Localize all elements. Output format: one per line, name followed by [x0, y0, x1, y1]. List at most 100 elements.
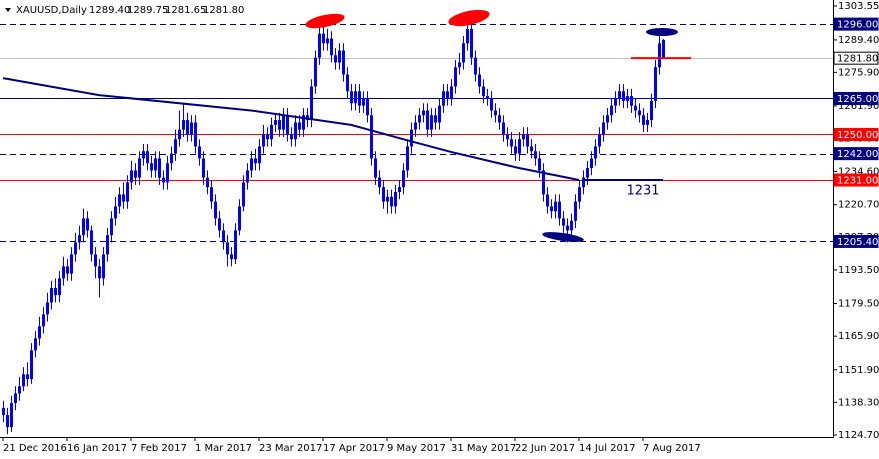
y-tick-label: 1275.90: [838, 67, 879, 78]
x-tick-label: 9 May 2017: [387, 443, 446, 454]
candle-body: [482, 86, 485, 97]
candle-body: [294, 122, 297, 140]
candle-body: [238, 206, 241, 231]
candle-body: [450, 86, 453, 99]
candle-body: [474, 57, 477, 75]
candle-body: [30, 350, 33, 380]
candle-body: [158, 158, 161, 178]
y-tick-label: 1220.70: [838, 200, 879, 211]
candle-body: [166, 163, 169, 183]
candle-body: [398, 187, 401, 193]
candle-body: [74, 242, 77, 255]
candle-body: [310, 86, 313, 121]
candle-body: [14, 393, 17, 404]
candle-body: [378, 177, 381, 188]
candle-body: [506, 134, 509, 140]
candle-body: [494, 110, 497, 116]
candle-body: [182, 120, 185, 130]
candle-body: [250, 158, 253, 171]
candle-body: [642, 115, 645, 125]
candle-body: [330, 38, 333, 56]
level-label: 1281.80: [837, 54, 878, 65]
candle-body: [590, 158, 593, 169]
candle-body: [498, 115, 501, 123]
candle-body: [638, 110, 641, 116]
menu-icon[interactable]: [5, 8, 11, 12]
candle-body: [586, 168, 589, 178]
candle-body: [246, 170, 249, 183]
candle-body: [414, 122, 417, 130]
candle-body: [70, 254, 73, 274]
annotation: 1231: [626, 184, 659, 199]
candle-body: [478, 74, 481, 87]
candle-body: [350, 91, 353, 104]
candle-body: [58, 278, 61, 296]
candle-body: [402, 170, 405, 188]
candle-body: [34, 338, 37, 351]
moving-average: [2, 77, 580, 182]
level-label-box: [833, 91, 879, 105]
candle-body: [86, 218, 89, 231]
candle-body: [466, 28, 469, 44]
candle-body: [218, 218, 221, 231]
candle-body: [82, 218, 85, 236]
candle-body: [522, 134, 525, 140]
candle-body: [18, 386, 21, 394]
candle-body: [138, 158, 141, 178]
candle-body: [90, 230, 93, 255]
candle-body: [594, 146, 597, 159]
candle-body: [338, 50, 341, 63]
highlight-ellipse: [542, 232, 584, 242]
candle-body: [178, 129, 181, 140]
x-tick-label: 22 Jun 2017: [515, 443, 575, 454]
level-label: 1250.00: [837, 130, 878, 141]
candle-body: [302, 115, 305, 130]
candle-body: [174, 139, 177, 154]
candle-body: [254, 158, 257, 164]
candle-body: [94, 254, 97, 267]
candle-body: [526, 134, 529, 147]
x-tick-label: 21 Dec 2016: [3, 443, 67, 454]
candle-body: [106, 235, 109, 255]
candle-body: [574, 201, 577, 221]
candle-body: [622, 91, 625, 101]
candle-body: [286, 115, 289, 135]
candle-body: [66, 266, 69, 274]
candle-body: [490, 98, 493, 111]
level-label: 1265.00: [837, 94, 878, 105]
y-tick-label: 1261.90: [838, 101, 879, 112]
candle-body: [386, 196, 389, 202]
candle-body: [26, 374, 29, 380]
candle-body: [418, 115, 421, 123]
candle-body: [654, 67, 657, 101]
candle-body: [142, 151, 145, 159]
level-label-box: [833, 234, 879, 248]
candle-body: [486, 96, 489, 99]
x-tick-label: 17 Apr 2017: [323, 443, 385, 454]
candle-body: [430, 115, 433, 130]
candle-body: [462, 43, 465, 63]
candle-body: [6, 415, 9, 428]
candle-body: [290, 134, 293, 140]
candle-body: [118, 194, 121, 207]
x-tick-label: 16 Jan 2017: [67, 443, 127, 454]
highlight-ellipse: [448, 9, 490, 27]
quote: 1289.40: [89, 5, 130, 16]
candle-body: [454, 67, 457, 87]
x-tick-label: 1 Mar 2017: [195, 443, 252, 454]
y-tick-label: 1303.55: [838, 1, 879, 12]
level-label: 1205.40: [837, 237, 878, 248]
candle-body: [534, 151, 537, 159]
candle-body: [130, 170, 133, 183]
candle-body: [198, 146, 201, 159]
x-tick-label: 7 Feb 2017: [131, 443, 187, 454]
y-tick-label: 1151.90: [838, 365, 879, 376]
x-tick-label: 7 Aug 2017: [643, 443, 701, 454]
quote: 1281.80: [203, 5, 244, 16]
candle-body: [274, 120, 277, 125]
candle-body: [578, 187, 581, 202]
candle-body: [162, 177, 165, 183]
candle-body: [630, 96, 633, 106]
